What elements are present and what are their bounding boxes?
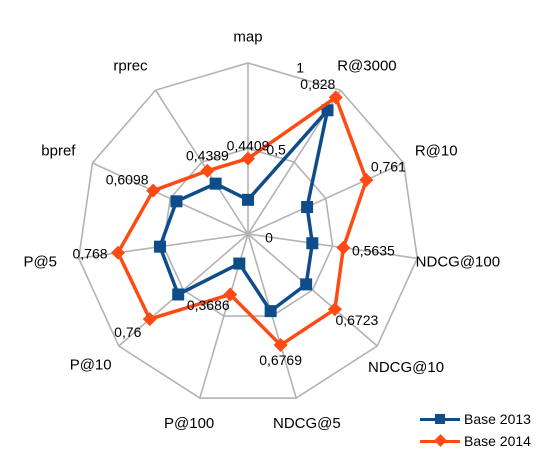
- data-label: 0,6723: [335, 312, 378, 328]
- data-point: [336, 240, 351, 255]
- data-label: 0,76: [114, 324, 141, 340]
- axis-label-bpref: bpref: [41, 143, 76, 160]
- grid-spoke: [154, 89, 249, 235]
- data-point: [241, 151, 255, 166]
- tick-label: 0,5: [266, 142, 286, 158]
- data-point: [142, 312, 157, 327]
- grid-spoke: [247, 233, 418, 260]
- axis-label-p-10: P@10: [70, 357, 112, 374]
- axis-label-map: map: [233, 29, 262, 46]
- data-point: [273, 338, 288, 353]
- tick-label: 0: [265, 230, 273, 246]
- data-point: [242, 193, 254, 206]
- axis-label-p-100: P@100: [164, 415, 214, 432]
- series-line: [158, 108, 330, 313]
- legend-marker: [435, 414, 445, 424]
- legend: Base 2013 Base 2014: [420, 408, 555, 452]
- data-label: 0,4409: [227, 137, 270, 153]
- axis-label-ndcg-5: NDCG@5: [273, 415, 341, 432]
- data-point: [200, 163, 215, 178]
- data-point: [300, 278, 313, 291]
- data-point: [153, 240, 166, 253]
- data-label: 0,3686: [187, 297, 230, 313]
- grid-spoke: [92, 162, 249, 235]
- data-point: [306, 237, 319, 250]
- legend-label: Base 2013: [464, 411, 531, 427]
- data-point: [359, 172, 374, 187]
- radar-grid: [77, 62, 419, 399]
- data-label: 0,6769: [259, 352, 302, 368]
- data-label: 0,768: [72, 245, 107, 261]
- legend-item-base-2013: Base 2013: [420, 408, 555, 430]
- legend-marker: [434, 434, 447, 447]
- legend-swatch-square-icon: [420, 412, 460, 426]
- data-point: [301, 201, 314, 214]
- axis-label-ndcg-10: NDCG@10: [368, 359, 444, 376]
- legend-item-base-2014: Base 2014: [420, 430, 555, 452]
- data-point: [209, 177, 222, 190]
- legend-swatch-diamond-icon: [420, 434, 460, 448]
- data-label: 0,6098: [106, 171, 149, 187]
- data-label: 0,828: [300, 76, 335, 92]
- axis-label-r-10: R@10: [415, 143, 458, 160]
- data-point: [111, 245, 126, 260]
- axis-label-r-3000: R@3000: [337, 58, 396, 75]
- radar-series: [111, 90, 374, 353]
- series-line: [116, 95, 369, 347]
- legend-label: Base 2014: [464, 433, 531, 449]
- data-point: [233, 257, 246, 270]
- axis-label-rprec: rprec: [113, 58, 148, 75]
- data-point: [327, 302, 342, 317]
- data-label: 0,761: [371, 159, 406, 175]
- data-point: [328, 90, 343, 105]
- data-point: [172, 288, 185, 301]
- data-point: [264, 305, 277, 318]
- data-point: [170, 195, 183, 208]
- grid-ring: [77, 62, 419, 399]
- data-label: 0,5635: [352, 242, 395, 258]
- radar-labels: mapR@3000R@10NDCG@100NDCG@10NDCG@5P@100P…: [23, 29, 500, 432]
- data-point: [223, 287, 238, 302]
- grid-spoke: [247, 233, 378, 347]
- axis-label-ndcg-100: NDCG@100: [416, 254, 500, 271]
- grid-ring: [162, 147, 334, 317]
- axis-label-p-5: P@5: [23, 254, 57, 271]
- grid-spoke: [247, 162, 404, 235]
- data-label: 0,4389: [186, 148, 229, 164]
- tick-label: 1: [296, 60, 304, 76]
- data-point: [146, 183, 161, 198]
